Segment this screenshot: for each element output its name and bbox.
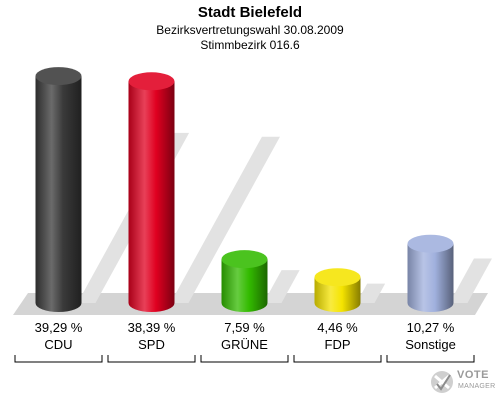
category-bracket-0 <box>14 355 103 363</box>
logo-text-manager: MANAGER <box>458 383 496 390</box>
data-label-3: 4,46 % <box>317 320 358 335</box>
vote-manager-logo-icon <box>431 371 453 393</box>
chart-subtitle-election: Bezirksvertretungswahl 30.08.2009 <box>156 23 344 37</box>
data-label-1: 38,39 % <box>127 320 176 335</box>
bar-shadow-4 <box>449 258 492 303</box>
category-label-3: FDP <box>324 337 351 352</box>
category-bracket-3 <box>293 355 382 363</box>
bar-shadow-2 <box>263 270 300 303</box>
category-bracket-4 <box>386 355 475 363</box>
bar-sonstige <box>407 243 454 312</box>
bar-spd <box>128 81 175 312</box>
bar-cdu <box>35 76 82 312</box>
bar-cap-3 <box>314 268 361 287</box>
chart-title: Stadt Bielefeld <box>197 4 303 21</box>
bar-cap-2 <box>221 250 268 269</box>
bar-cap-0 <box>35 67 82 86</box>
category-label-0: CDU <box>44 337 73 352</box>
bar-cap-1 <box>128 72 175 91</box>
bar-grne <box>221 259 268 312</box>
category-label-1: SPD <box>138 337 165 352</box>
logo-text-vote: VOTE <box>457 369 489 381</box>
category-bracket-1 <box>107 355 196 363</box>
data-label-2: 7,59 % <box>224 320 265 335</box>
chart-subtitle-district: Stimmbezirk 016.6 <box>200 38 300 52</box>
bar-fdp <box>314 277 361 312</box>
bar-shadow-3 <box>356 283 386 303</box>
data-label-4: 10,27 % <box>406 320 455 335</box>
category-label-4: Sonstige <box>405 337 456 352</box>
bar-shadow-1 <box>170 136 280 303</box>
category-bracket-2 <box>200 355 289 363</box>
data-label-0: 39,29 % <box>34 320 83 335</box>
category-label-2: GRÜNE <box>221 337 268 352</box>
bar-cap-4 <box>407 234 454 253</box>
